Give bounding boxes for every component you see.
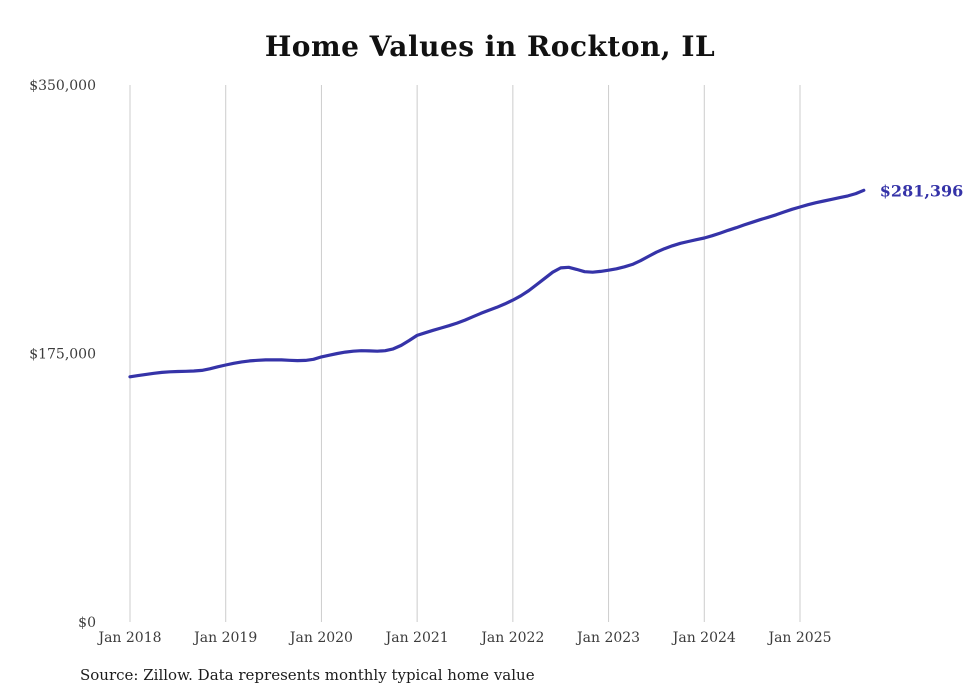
y-tick-label: $350,000 [29, 78, 96, 94]
x-tick-label: Jan 2023 [575, 630, 640, 646]
x-tick-label: Jan 2020 [288, 630, 353, 646]
x-tick-label: Jan 2018 [96, 630, 161, 646]
y-tick-label: $175,000 [29, 347, 96, 363]
source-note: Source: Zillow. Data represents monthly … [80, 666, 535, 684]
x-tick-label: Jan 2024 [671, 630, 736, 646]
x-tick-label: Jan 2019 [192, 630, 257, 646]
y-tick-label: $0 [78, 615, 96, 631]
home-value-line [128, 188, 866, 379]
x-tick-label: Jan 2021 [384, 630, 449, 646]
chart-title: Home Values in Rockton, IL [264, 30, 716, 63]
latest-value-label: $281,396 [880, 181, 964, 200]
x-tick-label: Jan 2022 [479, 630, 544, 646]
x-tick-label: Jan 2025 [766, 630, 831, 646]
